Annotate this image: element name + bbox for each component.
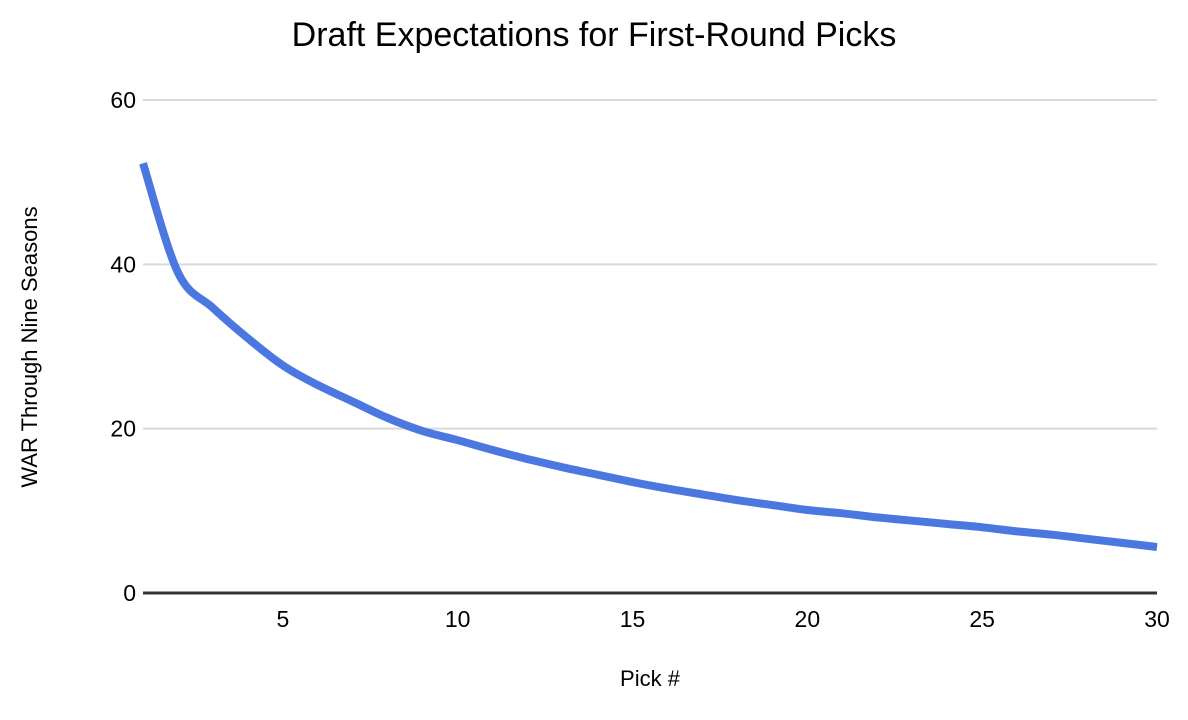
x-tick-label: 15 <box>620 606 646 632</box>
chart-title: Draft Expectations for First-Round Picks <box>291 16 897 54</box>
war-curve <box>139 162 1158 551</box>
x-axis-title: Pick # <box>620 666 680 691</box>
x-tick-label: 25 <box>969 606 995 632</box>
y-tick-label: 40 <box>110 251 136 277</box>
x-tick-label: 5 <box>276 606 289 632</box>
x-tick-label: 10 <box>445 606 471 632</box>
x-tick-label: 20 <box>795 606 821 632</box>
y-tick-label: 20 <box>110 416 136 442</box>
y-tick-label: 60 <box>110 87 136 113</box>
y-tick-label: 0 <box>123 580 136 606</box>
x-tick-label: 30 <box>1144 606 1170 632</box>
